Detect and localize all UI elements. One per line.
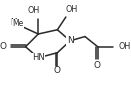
Text: OH: OH (28, 6, 40, 15)
Text: Me: Me (10, 18, 22, 27)
Text: O: O (93, 61, 100, 70)
Text: HN: HN (32, 53, 45, 62)
Text: O: O (54, 66, 61, 75)
Text: Me: Me (12, 19, 24, 28)
Text: OH: OH (65, 5, 77, 14)
Text: OH: OH (119, 42, 131, 51)
Text: O: O (0, 42, 7, 51)
Text: N: N (67, 36, 73, 45)
